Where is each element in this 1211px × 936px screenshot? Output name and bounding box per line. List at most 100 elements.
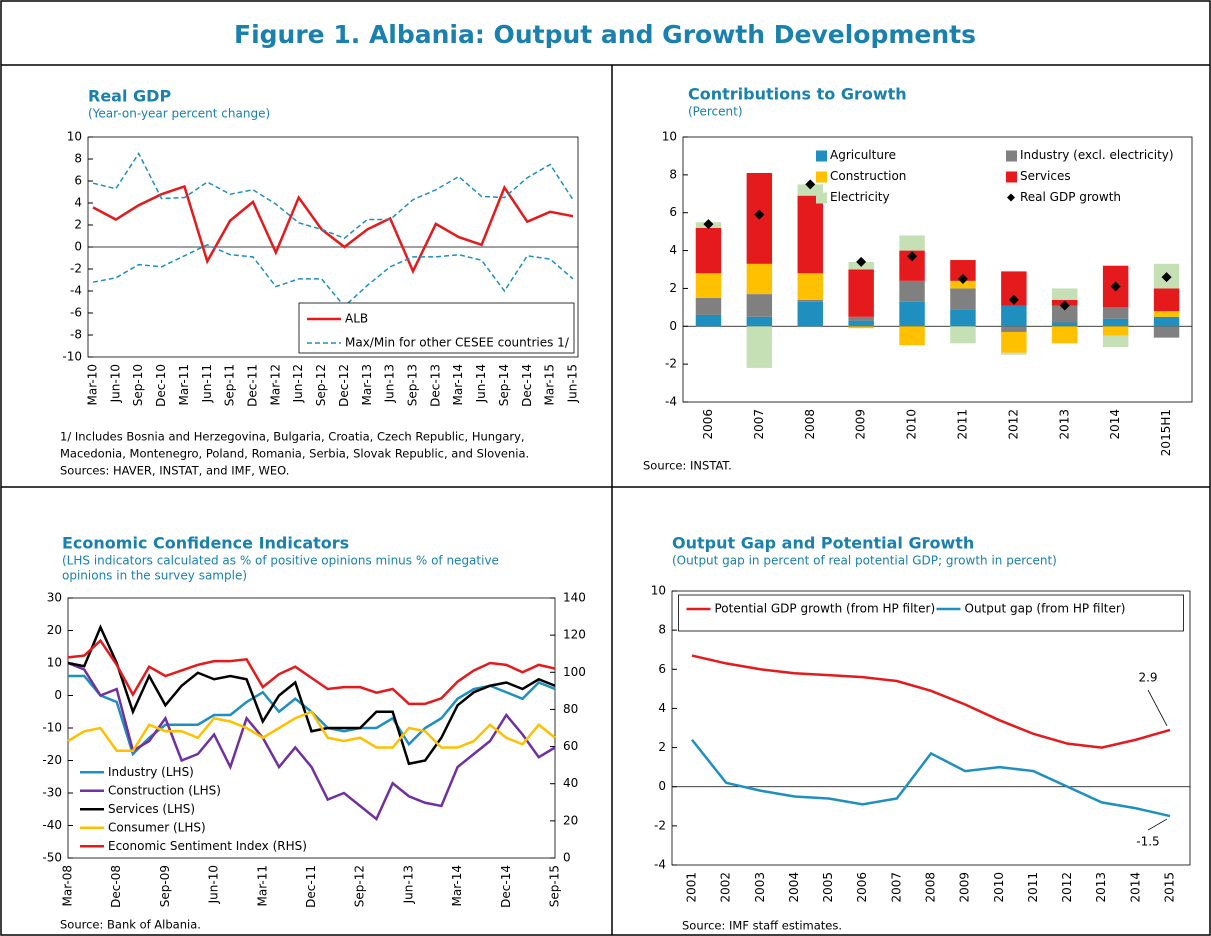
x-tick-label: Dec-11 [304, 865, 318, 908]
chart-title: Economic Confidence Indicators [62, 534, 349, 553]
y2-tick-label: 60 [563, 739, 578, 753]
bar-segment [797, 299, 823, 302]
y-tick-label: 6 [669, 205, 677, 219]
y-tick-label: 8 [658, 623, 666, 637]
series-line [67, 661, 556, 821]
y-tick-label: -4 [654, 858, 666, 872]
y-tick-label: 2 [669, 281, 677, 295]
x-tick-label: Sep-13 [406, 364, 420, 406]
bar-segment [1001, 352, 1027, 355]
chart-title: Contributions to Growth [688, 85, 907, 104]
x-tick-label: 2010 [905, 409, 919, 440]
bar-segment [1102, 326, 1129, 336]
x-tick-label: 2013 [1094, 872, 1108, 903]
y-tick-label: -4 [70, 284, 82, 298]
bar-segment [848, 316, 874, 321]
y-tick-label: 6 [658, 662, 666, 676]
bar-segment [1001, 305, 1027, 327]
bar-segment [950, 260, 976, 281]
x-tick-label: Dec-08 [109, 865, 123, 908]
y-tick-label: -2 [70, 262, 82, 276]
legend-label: Potential GDP growth (from HP filter) [715, 602, 936, 616]
bar-segment [797, 301, 823, 327]
note: Source: INSTAT. [643, 459, 732, 473]
y-tick-label: 0 [74, 240, 82, 254]
chart-subtitle: (Year-on-year percent change) [88, 107, 270, 121]
x-tick-label: Mar-11 [255, 865, 269, 906]
x-tick-label: Sep-14 [497, 364, 511, 406]
y2-tick-label: 20 [563, 813, 578, 827]
x-tick-label: 2007 [889, 872, 903, 903]
x-tick-label: 2013 [1057, 409, 1071, 440]
x-tick-label: Dec-14 [520, 364, 534, 407]
bar-segment [1052, 322, 1078, 327]
x-tick-label: 2006 [701, 409, 715, 440]
y-tick-label: 20 [47, 623, 62, 637]
x-tick-label: 2012 [1060, 872, 1074, 903]
bar-segment [746, 294, 773, 317]
legend-label: Real GDP growth [1020, 190, 1121, 204]
x-tick-label: Mar-10 [86, 364, 100, 405]
bar-segment [950, 280, 976, 289]
bar-segment [899, 280, 925, 302]
y-tick-label: -6 [70, 306, 82, 320]
bar-segment [746, 316, 773, 327]
x-tick-label: 2007 [752, 409, 766, 440]
marker [1161, 272, 1172, 283]
marker [754, 209, 765, 220]
legend-label: Construction [830, 169, 906, 183]
bar-segment [848, 320, 874, 327]
bar-segment [1052, 305, 1078, 323]
x-tick-label: Mar-14 [450, 865, 464, 906]
legend-swatch [1006, 150, 1017, 162]
x-tick-label: 2011 [1026, 872, 1040, 903]
series-line [691, 738, 1171, 818]
marker [957, 273, 968, 284]
figure-title: Figure 1. Albania: Output and Growth Dev… [234, 20, 976, 49]
bar-segment [797, 273, 823, 300]
x-tick-label: 2015H1 [1159, 409, 1173, 456]
legend-swatch [816, 192, 827, 204]
y-tick-label: 4 [669, 243, 677, 257]
annotation-arrow [1147, 689, 1168, 727]
bar-segment [1102, 318, 1129, 327]
bar-segment [1001, 326, 1027, 332]
legend-label: Services [1020, 169, 1071, 183]
bar-segment [1052, 288, 1078, 300]
x-tick-label: Mar-15 [543, 364, 557, 405]
note: Source: IMF staff estimates. [682, 919, 842, 933]
x-tick-label: Sep-11 [223, 364, 237, 406]
x-tick-label: 2003 [753, 872, 767, 903]
y2-tick-label: 40 [563, 776, 578, 790]
plot-frame [671, 590, 1191, 866]
y-tick-label: 6 [74, 174, 82, 188]
y-tick-label: 30 [47, 591, 62, 605]
legend-swatch [816, 150, 827, 162]
marker [703, 219, 714, 230]
x-tick-label: Jun-10 [207, 865, 221, 904]
x-tick-label: 2014 [1128, 872, 1142, 903]
x-tick-label: 2011 [955, 409, 969, 440]
y-tick-label: 8 [669, 167, 677, 181]
x-tick-label: Mar-12 [268, 364, 282, 405]
bar-segment [797, 184, 823, 196]
chart-subtitle: (Percent) [688, 105, 743, 119]
legend-label: Economic Sentiment Index (RHS) [108, 839, 307, 853]
chart-title: Output Gap and Potential Growth [672, 534, 974, 553]
x-tick-label: Sep-10 [131, 364, 145, 406]
x-tick-label: 2004 [787, 872, 801, 903]
series-line [92, 151, 574, 240]
bar-segment [695, 227, 722, 274]
x-tick-label: Dec-11 [246, 364, 260, 407]
marker [907, 251, 918, 262]
y-tick-label: -4 [665, 395, 677, 409]
y-tick-label: -40 [42, 818, 62, 832]
y2-tick-label: 120 [563, 628, 586, 642]
bar-segment [797, 195, 823, 274]
legend-label: Agriculture [830, 148, 896, 162]
bar-segment [1153, 326, 1180, 338]
chart-subtitle: (LHS indicators calculated as % of posit… [62, 554, 499, 568]
legend-label: Consumer (LHS) [108, 820, 206, 834]
